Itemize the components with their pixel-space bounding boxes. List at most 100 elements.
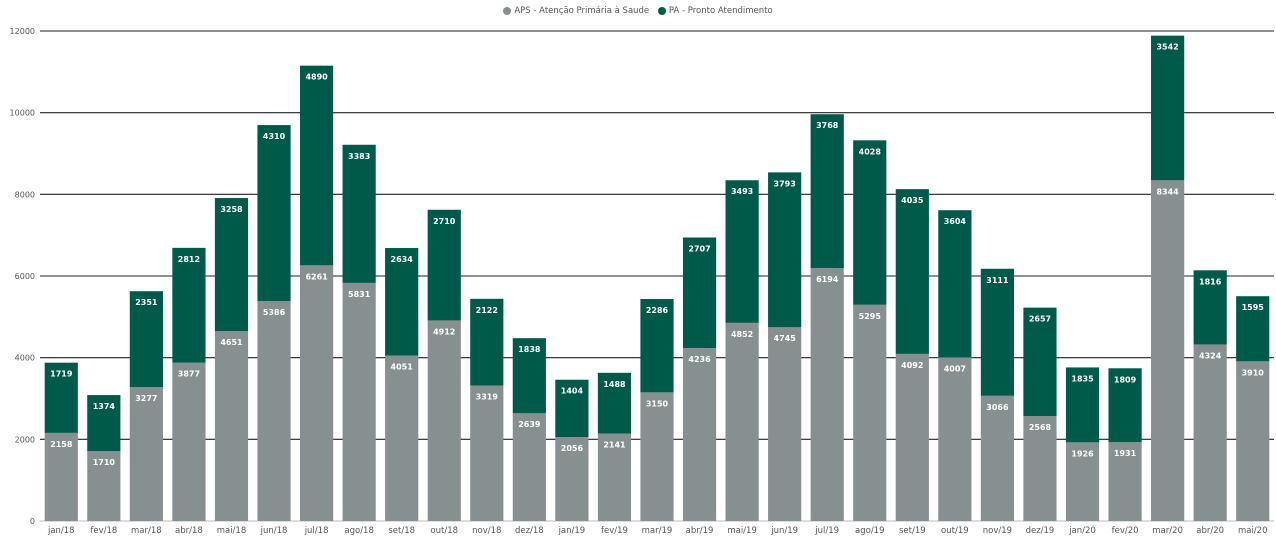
x-tick-label: jul/18 <box>304 526 329 536</box>
bar-aps[interactable] <box>1236 361 1270 521</box>
x-tick-label: nov/18 <box>472 526 501 536</box>
bar-pa[interactable] <box>853 140 887 305</box>
bar-pa[interactable] <box>385 248 419 356</box>
bar-aps[interactable] <box>725 322 759 521</box>
bar-aps[interactable] <box>980 395 1015 521</box>
bar-pa[interactable] <box>257 125 291 302</box>
bar-pa[interactable] <box>299 65 334 266</box>
data-label-pa: 3542 <box>1156 43 1178 52</box>
data-label-aps: 2158 <box>50 440 73 449</box>
x-tick-label: fev/19 <box>601 526 628 536</box>
bar-pa[interactable] <box>768 172 802 328</box>
x-tick-label: jun/19 <box>770 526 798 536</box>
bar-pa[interactable] <box>597 372 632 434</box>
y-tick-label: 2000 <box>15 435 35 444</box>
bar-aps[interactable] <box>512 413 546 521</box>
x-tick-label: jul/19 <box>814 526 839 536</box>
bar-aps[interactable] <box>1108 442 1142 521</box>
bar-aps[interactable] <box>1151 180 1185 521</box>
x-tick-label: dez/18 <box>515 526 544 536</box>
y-tick-label: 12000 <box>10 27 35 36</box>
y-tick-label: 0 <box>30 517 35 526</box>
data-label-pa: 1488 <box>603 380 626 389</box>
bar-aps[interactable] <box>682 348 717 521</box>
bar-aps[interactable] <box>44 432 78 521</box>
data-label-aps: 3066 <box>986 403 1009 412</box>
bar-aps[interactable] <box>640 392 674 521</box>
bar-pa[interactable] <box>938 210 972 358</box>
data-label-aps: 1926 <box>1071 449 1094 458</box>
bar-aps[interactable] <box>470 385 504 521</box>
bar-aps[interactable] <box>342 282 376 521</box>
bar-pa[interactable] <box>470 298 504 386</box>
bar-aps[interactable] <box>385 355 419 521</box>
bar-aps[interactable] <box>257 301 291 521</box>
x-tick-label: jan/18 <box>47 526 75 536</box>
bar-pa[interactable] <box>640 299 674 393</box>
bar-aps[interactable] <box>214 331 249 521</box>
bar-pa[interactable] <box>87 395 121 452</box>
bar-pa[interactable] <box>1108 368 1142 443</box>
data-label-pa: 2122 <box>476 306 498 315</box>
data-label-aps: 2141 <box>603 441 626 450</box>
x-tick-label: mar/19 <box>642 526 673 536</box>
data-label-pa: 2286 <box>646 306 669 315</box>
bar-aps[interactable] <box>427 320 461 521</box>
data-label-aps: 4051 <box>391 363 414 372</box>
bar-aps[interactable] <box>299 265 334 521</box>
bar-pa[interactable] <box>1065 367 1100 443</box>
bar-aps[interactable] <box>938 357 972 521</box>
bar-pa[interactable] <box>555 379 589 438</box>
bar-aps[interactable] <box>87 451 121 521</box>
bar-pa[interactable] <box>1193 270 1227 345</box>
bar-pa[interactable] <box>895 189 929 354</box>
bar-aps[interactable] <box>129 387 163 521</box>
bar-pa[interactable] <box>1236 296 1270 362</box>
bar-pa[interactable] <box>214 198 249 332</box>
bar-aps[interactable] <box>853 304 887 521</box>
data-label-pa: 3383 <box>348 152 370 161</box>
x-tick-label: ago/18 <box>344 526 373 536</box>
data-label-pa: 2657 <box>1029 315 1051 324</box>
bar-pa[interactable] <box>342 144 376 283</box>
legend-item-pa[interactable]: PA - Pronto Atendimento <box>657 6 773 16</box>
data-label-pa: 2707 <box>688 244 710 253</box>
bar-aps[interactable] <box>1065 442 1100 521</box>
x-tick-label: jan/20 <box>1068 526 1096 536</box>
bar-aps[interactable] <box>768 327 802 521</box>
data-label-pa: 2351 <box>135 298 158 307</box>
bar-pa[interactable] <box>725 180 759 323</box>
bar-pa[interactable] <box>1023 307 1057 417</box>
bar-pa[interactable] <box>682 237 717 349</box>
bar-pa[interactable] <box>427 209 461 321</box>
data-label-pa: 3111 <box>986 276 1009 285</box>
data-label-pa: 1809 <box>1114 375 1137 384</box>
bar-pa[interactable] <box>129 291 163 388</box>
bar-aps[interactable] <box>1023 416 1057 521</box>
data-label-aps: 4324 <box>1199 351 1222 360</box>
x-tick-label: dez/19 <box>1026 526 1055 536</box>
bar-pa[interactable] <box>810 114 844 269</box>
data-label-aps: 3319 <box>476 392 499 401</box>
data-label-pa: 3493 <box>731 187 753 196</box>
x-tick-label: abr/18 <box>175 526 203 536</box>
data-label-aps: 3150 <box>646 399 669 408</box>
bar-aps[interactable] <box>1193 344 1227 521</box>
bar-aps[interactable] <box>172 362 206 521</box>
x-tick-label: nov/19 <box>983 526 1012 536</box>
bar-pa[interactable] <box>980 268 1015 396</box>
x-tick-label: set/18 <box>388 526 415 536</box>
bar-aps[interactable] <box>895 353 929 521</box>
x-tick-label: jun/18 <box>260 526 288 536</box>
bar-aps[interactable] <box>597 433 632 521</box>
legend-item-aps[interactable]: APS - Atenção Primária à Saude <box>503 6 649 16</box>
bar-pa[interactable] <box>1151 35 1185 181</box>
bar-pa[interactable] <box>44 362 78 433</box>
bar-pa[interactable] <box>172 247 206 363</box>
data-label-aps: 4092 <box>901 361 923 370</box>
bar-pa[interactable] <box>512 338 546 414</box>
bar-aps[interactable] <box>555 437 589 521</box>
data-label-pa: 2634 <box>391 255 414 264</box>
data-label-pa: 1835 <box>1071 374 1094 383</box>
bar-aps[interactable] <box>810 268 844 521</box>
